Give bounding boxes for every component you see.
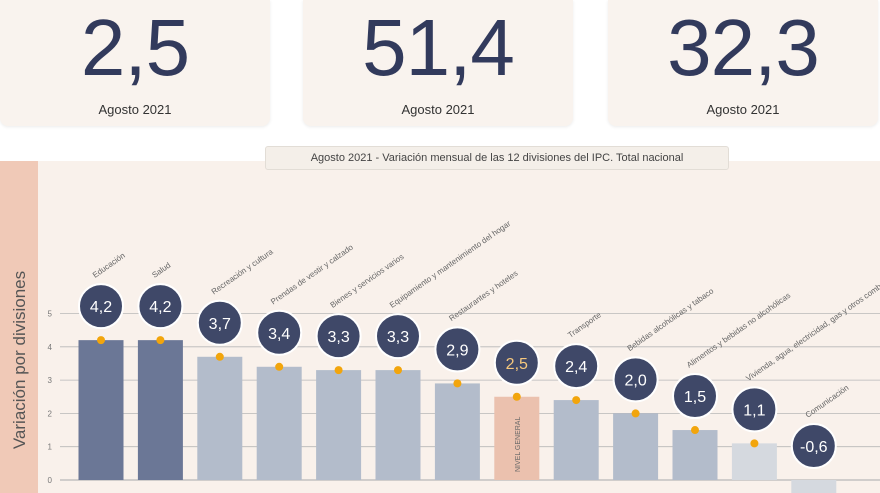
category-label: Salud <box>150 261 172 280</box>
value-label: 3,3 <box>387 329 409 346</box>
value-label: 1,5 <box>684 389 706 406</box>
bar <box>494 396 540 480</box>
y-tick-label: 1 <box>48 443 53 452</box>
bar <box>78 340 124 480</box>
category-label: Bebidas alcohólicas y tabaco <box>626 286 716 353</box>
category-label: Comunicación <box>804 383 851 419</box>
value-dot <box>215 352 224 361</box>
y-tick-label: 2 <box>48 409 53 418</box>
value-bubble <box>196 299 243 346</box>
category-label: Vivienda, agua, electricidad, gas y otro… <box>744 267 880 383</box>
bar <box>672 430 718 480</box>
kpi-date: Agosto 2021 <box>401 102 475 117</box>
value-dot <box>334 366 343 375</box>
bar <box>256 366 302 480</box>
kpi-value: 2,5 <box>80 3 190 92</box>
bar <box>197 356 243 480</box>
value-dot <box>572 396 581 405</box>
y-tick-label: 0 <box>48 476 53 485</box>
value-dot <box>750 439 759 448</box>
kpi-date: Agosto 2021 <box>706 102 780 117</box>
bar <box>137 340 183 480</box>
value-dot <box>512 392 521 401</box>
bar <box>613 413 659 480</box>
value-label: 3,3 <box>327 329 349 346</box>
kpi-card-2: 51,4 Agosto 2021 <box>303 0 573 126</box>
value-label: 4,2 <box>90 299 112 316</box>
category-label: Transporte <box>566 310 603 340</box>
value-label: 1,1 <box>743 402 765 419</box>
value-label: 2,4 <box>565 359 587 376</box>
value-bubble <box>375 313 421 360</box>
category-label: Equipamiento y mantenimiento del hogar <box>388 219 513 310</box>
y-tick-label: 5 <box>48 310 53 319</box>
value-bubble <box>137 283 184 330</box>
value-label: 3,4 <box>268 326 290 343</box>
value-bubble <box>256 309 303 356</box>
value-label: 2,9 <box>446 342 468 359</box>
value-dot <box>631 409 640 418</box>
value-label: 4,2 <box>149 299 171 316</box>
kpi-date: Agosto 2021 <box>98 102 172 117</box>
value-bubble <box>731 386 778 433</box>
bar <box>553 400 599 480</box>
value-bubble <box>672 373 718 420</box>
value-bubble <box>612 356 659 403</box>
value-label: 2,0 <box>624 372 646 389</box>
value-bubble <box>315 313 362 360</box>
kpi-value: 32,3 <box>667 3 820 92</box>
value-dot <box>394 366 402 375</box>
value-bubble <box>493 339 540 386</box>
category-label: Recreación y cultura <box>210 247 275 297</box>
category-label: NIVEL GENERAL <box>515 417 522 472</box>
kpi-value: 51,4 <box>362 3 515 92</box>
category-label: Restaurantes y hoteles <box>447 269 519 323</box>
y-tick-label: 4 <box>48 343 53 352</box>
bar <box>316 370 362 480</box>
bar <box>434 383 480 480</box>
value-dot <box>97 336 105 345</box>
value-bubble <box>790 423 837 469</box>
value-bubble <box>78 283 124 330</box>
chart-side-strip <box>0 161 38 493</box>
bar <box>791 480 837 493</box>
y-tick-label: 3 <box>48 376 53 385</box>
value-label: -0,6 <box>800 439 828 456</box>
value-dot <box>691 426 699 435</box>
kpi-card-1: 2,5 Agosto 2021 <box>0 0 270 126</box>
value-label: 3,7 <box>209 316 231 333</box>
value-label: 2,5 <box>506 356 528 373</box>
category-label: Educación <box>91 251 127 280</box>
value-dot <box>156 336 165 345</box>
value-bubble <box>434 326 481 373</box>
value-dot <box>275 362 284 371</box>
value-dot <box>453 379 462 388</box>
bar <box>731 443 777 480</box>
kpi-card-3: 32,3 Agosto 2021 <box>608 0 878 126</box>
value-bubble <box>553 343 600 390</box>
bar <box>375 370 421 480</box>
chart-title: Agosto 2021 - Variación mensual de las 1… <box>265 146 729 170</box>
